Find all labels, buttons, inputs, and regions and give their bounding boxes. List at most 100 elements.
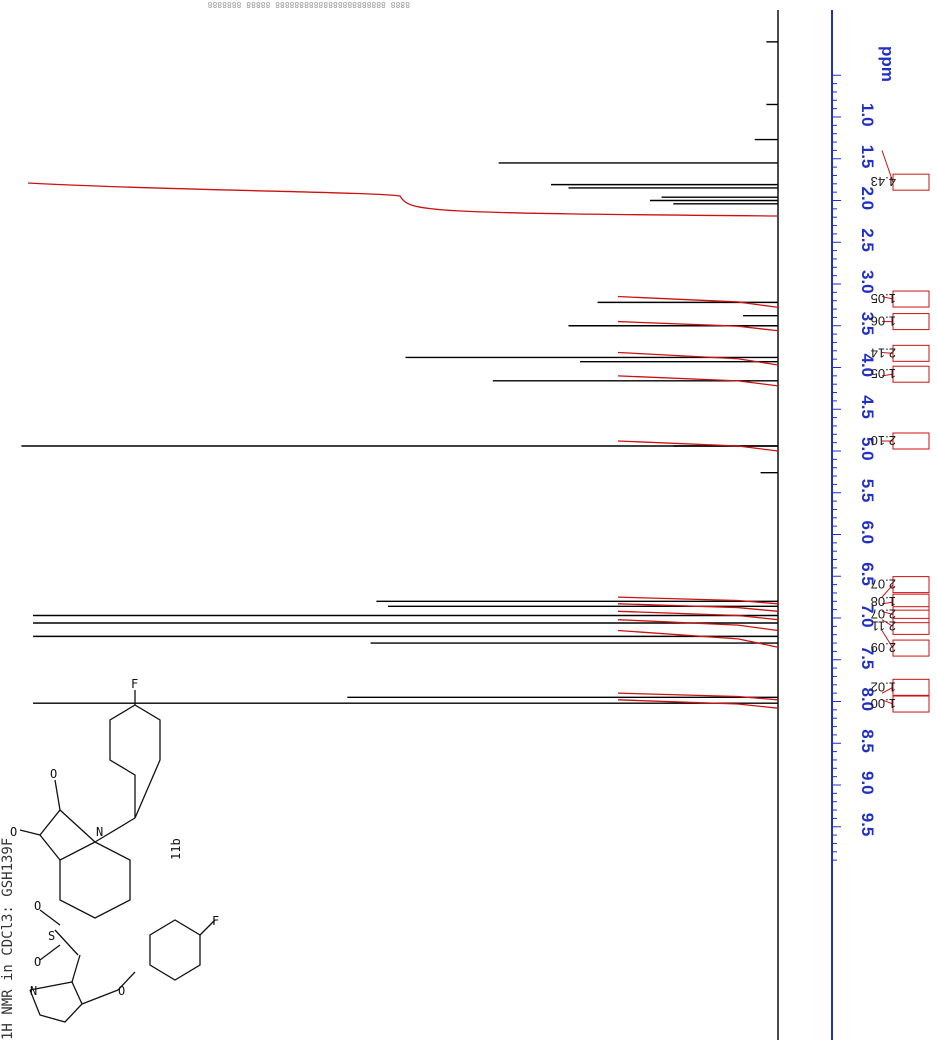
bond xyxy=(54,929,79,956)
integration-value: 1.05 xyxy=(871,291,896,306)
axis-tick-label: 3.5 xyxy=(858,312,877,336)
integral-curve xyxy=(617,619,779,632)
integration-value: 4.43 xyxy=(871,174,896,189)
axis-tick-label: 9.5 xyxy=(858,813,877,837)
axis-tick-label: 1.5 xyxy=(858,145,877,169)
integration-leader xyxy=(881,351,894,354)
integral-curve xyxy=(27,182,779,217)
carbonyl xyxy=(54,779,61,811)
fluorophenyl-ring-lower xyxy=(149,919,201,981)
axis-tick-label: 5.0 xyxy=(858,437,877,461)
carbonyl xyxy=(19,829,41,836)
atom-label: S xyxy=(48,929,55,943)
integration-leader xyxy=(881,619,894,627)
axis-tick-label: 2.5 xyxy=(858,228,877,252)
integral-curve xyxy=(617,692,779,701)
atom-label: N xyxy=(30,984,37,998)
axis-tick-label: 7.5 xyxy=(858,646,877,670)
integration-box xyxy=(892,606,930,624)
bond xyxy=(39,944,61,961)
bond xyxy=(39,909,61,926)
integration-leader xyxy=(881,610,894,616)
integration-leader xyxy=(881,686,894,694)
bond xyxy=(81,989,119,1005)
integration-leader xyxy=(881,373,894,377)
integral-curve xyxy=(617,610,779,621)
integration-leader xyxy=(881,601,894,605)
integration-box xyxy=(892,313,930,331)
axis-tick-label: 5.5 xyxy=(858,479,877,503)
integral-curve xyxy=(617,320,779,332)
atom-label: F xyxy=(212,914,219,928)
integration-labels: 4.431.051.062.141.052.102.071.082.072.11… xyxy=(871,150,930,713)
integral-curve xyxy=(617,629,779,648)
integration-leader xyxy=(881,630,894,649)
integration-value: 1.08 xyxy=(871,594,896,609)
atom-label: O xyxy=(50,767,57,781)
integration-value: 1.02 xyxy=(871,679,896,694)
bond xyxy=(94,817,136,843)
integration-leader xyxy=(881,584,894,598)
integral-curve xyxy=(617,699,779,709)
integration-box xyxy=(892,695,930,713)
axis-tick-label: 6.0 xyxy=(858,521,877,545)
integration-box xyxy=(892,344,930,362)
integration-value: 2.14 xyxy=(871,345,896,360)
axis-tick-label: 4.0 xyxy=(858,354,877,378)
integration-box xyxy=(892,290,930,308)
integration-value: 2.07 xyxy=(871,607,896,622)
peak-list-header: 8888 88888888888888888888888 88888 88888… xyxy=(208,0,410,9)
integration-value: 2.07 xyxy=(871,577,896,592)
axis-tick-label: 8.5 xyxy=(858,729,877,753)
isatin-benzene-ring xyxy=(59,841,131,919)
integration-box xyxy=(892,639,930,657)
integration-box xyxy=(892,432,930,450)
integration-value: 1.00 xyxy=(871,696,896,711)
integration-box xyxy=(892,617,930,635)
atom-label: F xyxy=(131,677,138,691)
integration-value: 2.09 xyxy=(871,640,896,655)
integration-value: 2.10 xyxy=(871,433,896,448)
atom-label: N xyxy=(96,825,103,839)
axis-tick-label: 1.0 xyxy=(858,103,877,127)
atom-label: O xyxy=(118,984,125,998)
integration-box xyxy=(892,173,930,191)
integral-curve xyxy=(617,375,779,387)
integration-box xyxy=(892,593,930,611)
integral-curve xyxy=(617,351,779,366)
spectrum-title: 1H NMR in CDCl3: GSH139F xyxy=(0,838,16,1040)
spectrum-peaks xyxy=(21,10,779,1040)
atom-label: O xyxy=(10,825,17,839)
integral-curve xyxy=(617,295,779,309)
integration-box xyxy=(892,576,930,594)
integration-leader xyxy=(881,296,894,300)
axis-tick-label: 9.0 xyxy=(858,771,877,795)
integral-curve xyxy=(617,603,779,612)
integral-curves xyxy=(27,182,779,709)
integral-curve xyxy=(617,596,779,605)
axis-ticks: 1.0 1.5 2.0 2.5 3.0 3.5 4.0 4.5 5.0 5.5 6.0 6.5 7.0 7… xyxy=(832,74,877,861)
integration-box xyxy=(892,365,930,383)
axis-unit-label: ppm xyxy=(878,46,897,82)
integration-box xyxy=(892,678,930,696)
integral-curve xyxy=(617,440,779,452)
integration-value: 2.11 xyxy=(872,618,896,633)
integration-value: 1.06 xyxy=(871,314,896,329)
axis-tick-label: 4.5 xyxy=(858,395,877,419)
benzyl-ring xyxy=(109,704,161,819)
integration-value: 1.05 xyxy=(871,366,896,381)
integration-leader xyxy=(881,150,894,183)
bond xyxy=(71,954,81,983)
axis-tick-label: 2.0 xyxy=(858,187,877,211)
axis-tick-label: 6.5 xyxy=(858,562,877,586)
bond xyxy=(117,971,136,991)
atom-label: O xyxy=(34,899,41,913)
pyrrolidine-ring xyxy=(29,981,83,1023)
axis-tick-label: 7.0 xyxy=(858,604,877,628)
axis-tick-label: 8.0 xyxy=(858,688,877,712)
compound-label: 11b xyxy=(169,838,183,860)
isatin-five-ring xyxy=(39,809,96,861)
bond xyxy=(199,919,216,936)
atom-label: O xyxy=(34,955,41,969)
